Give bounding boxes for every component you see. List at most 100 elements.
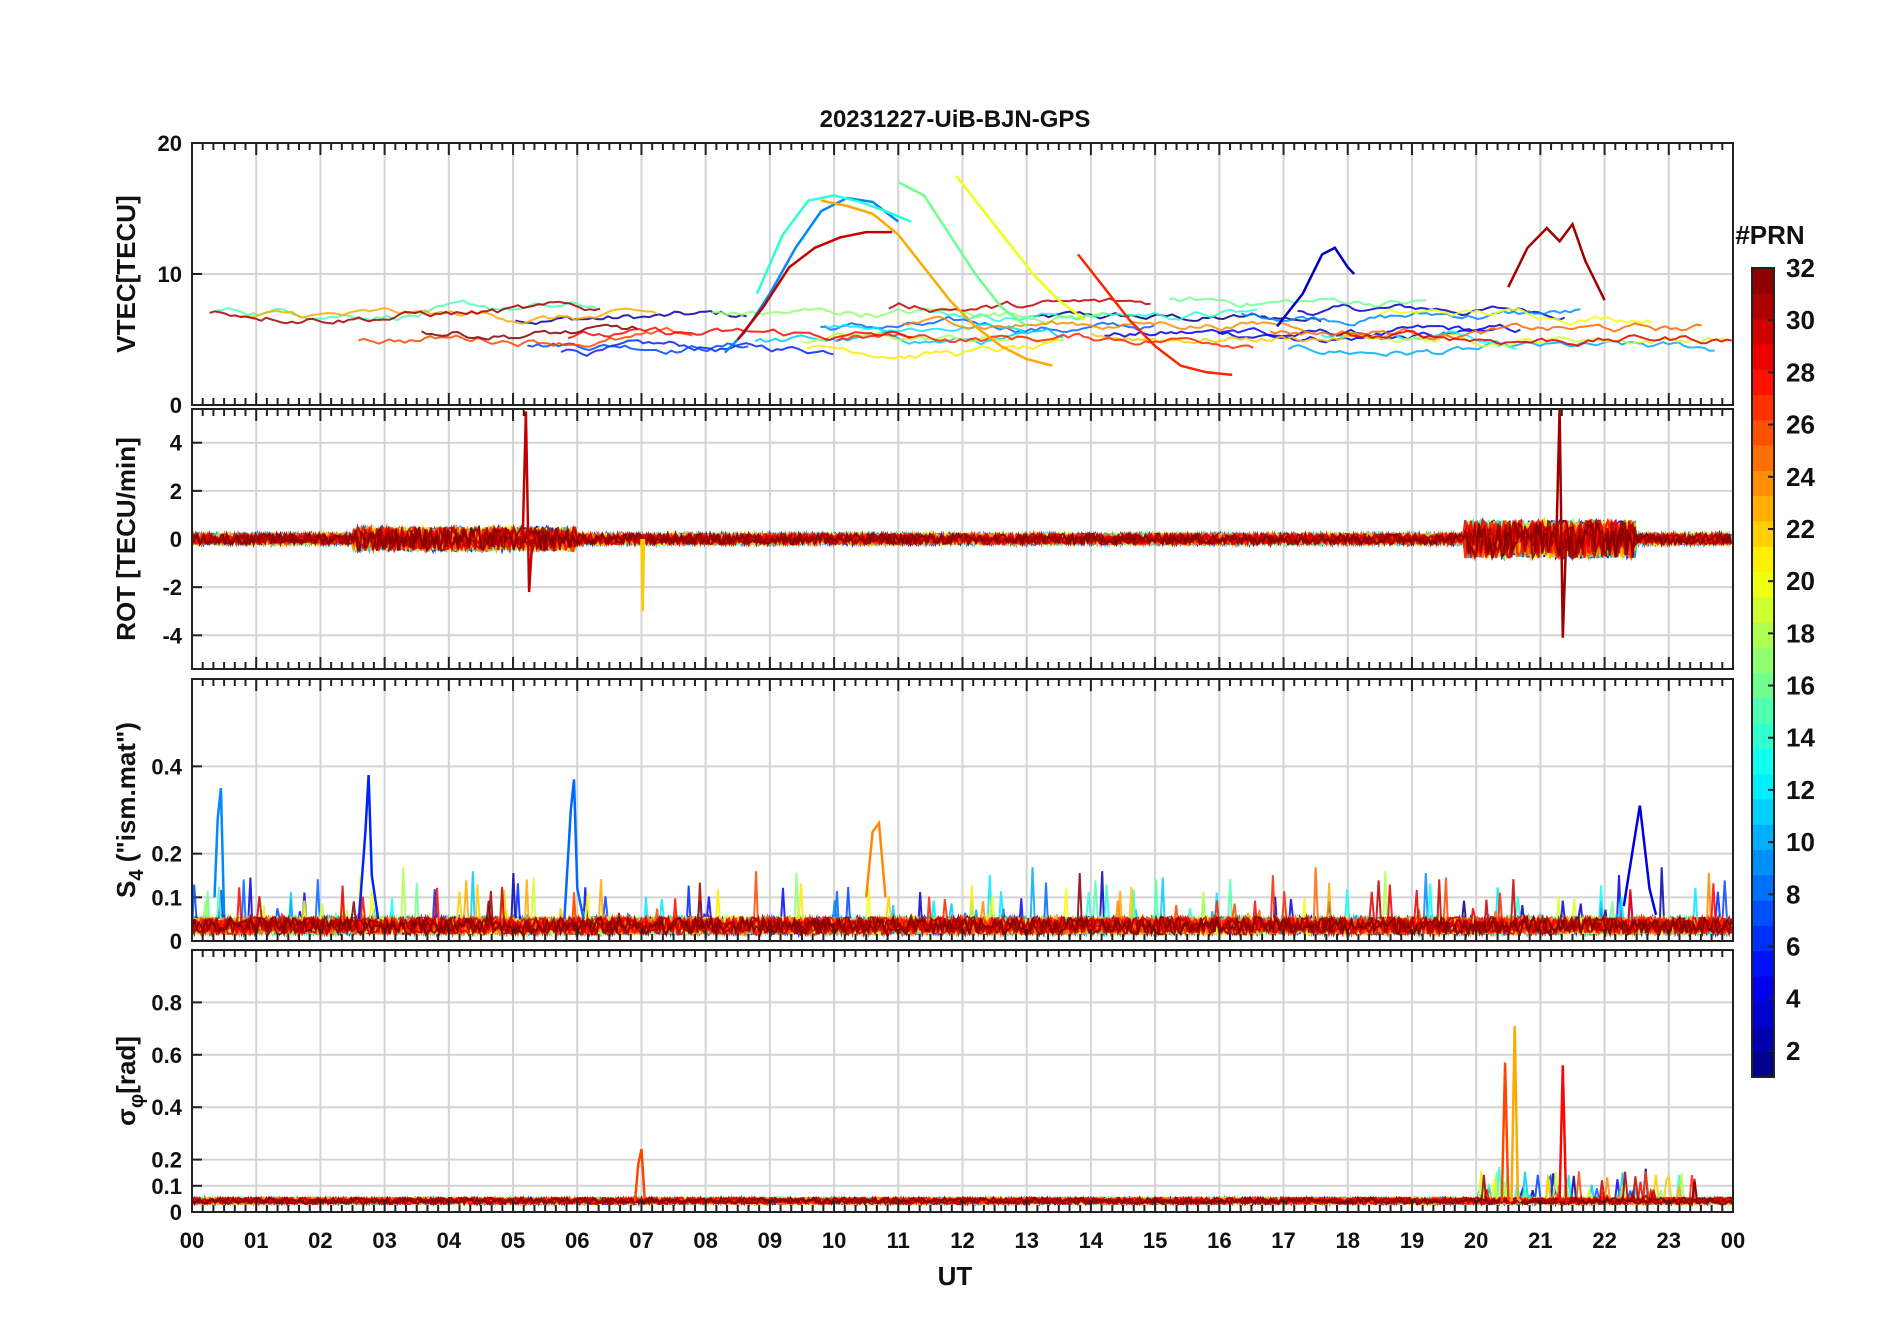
colorbar-tick-label: 22 <box>1786 514 1815 544</box>
colorbar-swatch <box>1752 723 1774 749</box>
vtec-series-prn-27 <box>1077 253 1233 377</box>
sigma-y-axis-label: σφ[rad] <box>111 1036 148 1126</box>
colorbar-swatch <box>1752 419 1774 446</box>
rot-y-tick-label: 4 <box>170 431 183 456</box>
sigma-y-tick-label: 0.6 <box>151 1043 182 1068</box>
vtec-series-prn-23 <box>820 199 1053 367</box>
vtec-y-tick-label: 20 <box>158 131 182 156</box>
x-tick-label: 11 <box>887 1228 910 1253</box>
vtec-trace-prn-25 <box>1269 322 1702 341</box>
s4-series-prn-6 <box>357 775 380 920</box>
chart-title: 20231227-UiB-BJN-GPS <box>820 106 1091 133</box>
x-tick-label: 13 <box>1014 1228 1038 1253</box>
x-tick-label: 00 <box>180 1228 204 1253</box>
sigma-series-prn-28 <box>1558 1065 1570 1203</box>
colorbar-swatch <box>1752 470 1774 497</box>
vtec-trace-prn-11 <box>754 327 1064 346</box>
x-tick-label: 16 <box>1207 1228 1231 1253</box>
vtec-trace-prn-9 <box>1240 308 1581 327</box>
vtec-panel: 0 10 20 VTEC[TECU] <box>111 131 1734 418</box>
vtec-trace-prn-28 <box>567 326 913 341</box>
colorbar-swatch <box>1752 798 1774 825</box>
rot-y-tick-label: -2 <box>162 575 182 600</box>
colorbar-swatch <box>1752 874 1774 901</box>
sigma-panel: 00.10.2 0.4 0.6 0.8σφ[rad] <box>111 949 1734 1225</box>
x-tick-label: 23 <box>1657 1228 1681 1253</box>
vtec-trace-prn-29 <box>1335 329 1732 348</box>
rot-series-group <box>192 409 1733 638</box>
colorbar-swatch <box>1752 318 1774 345</box>
x-tick-label: 08 <box>693 1228 717 1253</box>
colorbar-tick-label: 2 <box>1786 1036 1800 1066</box>
sigma-y-tick-label: 0.2 <box>151 1148 182 1173</box>
vtec-trace-prn-21 <box>806 338 1060 360</box>
colorbar-swatch <box>1752 950 1774 977</box>
x-tick-label: 02 <box>308 1228 332 1253</box>
vtec-series-prn-20 <box>955 175 1086 321</box>
s4-panel: 0 0.1 0.2 0.4S4 ("ism.mat") <box>111 678 1734 954</box>
vtec-trace-prn-32 <box>421 323 638 341</box>
rot-series-prn-22 <box>640 538 646 612</box>
sigma-y-tick-label: 0.4 <box>151 1095 182 1120</box>
sigma-series-prn-26 <box>1500 1062 1513 1203</box>
colorbar-tick-label: 24 <box>1786 462 1815 492</box>
colorbar-tick-label: 14 <box>1786 723 1815 753</box>
rot-trace-prn-32 <box>192 518 1733 562</box>
colorbar-swatch <box>1752 824 1774 851</box>
colorbar-tick-label: 4 <box>1786 984 1801 1014</box>
colorbar-tick-label: 26 <box>1786 410 1815 440</box>
vtec-trace-prn-24 <box>902 315 1309 334</box>
rot-series-prn-30 <box>521 411 534 593</box>
s4-y-axis-label: S4 ("ism.mat") <box>111 722 148 898</box>
colorbar-tick-label: 30 <box>1786 305 1815 335</box>
vtec-trace-prn-2 <box>515 309 747 326</box>
x-tick-label: 15 <box>1143 1228 1167 1253</box>
sigma-series-prn-26 <box>633 1148 646 1202</box>
colorbar-swatch <box>1752 748 1774 775</box>
colorbar-swatch <box>1752 444 1774 471</box>
colorbar-swatch <box>1752 697 1774 724</box>
colorbar-tick-label: 18 <box>1786 618 1815 648</box>
colorbar-swatch <box>1752 621 1774 648</box>
x-tick-label: 21 <box>1528 1228 1552 1253</box>
colorbar-swatch <box>1752 1001 1774 1028</box>
vtec-y-axis-label: VTEC[TECU] <box>111 195 141 352</box>
colorbar-swatch <box>1752 925 1774 952</box>
x-axis-label: UT <box>938 1261 973 1291</box>
sigma-y-tick-label: 0 <box>170 1200 182 1225</box>
rot-series-prn-31 <box>1555 409 1568 638</box>
colorbar-swatch <box>1752 647 1774 674</box>
vtec-trace-prn-26 <box>358 326 693 348</box>
vtec-trace-prn-4 <box>1104 323 1521 339</box>
x-tick-label: 07 <box>629 1228 653 1253</box>
x-tick-label: 18 <box>1336 1228 1360 1253</box>
colorbar-swatch <box>1752 495 1774 522</box>
s4-series-prn-9 <box>213 788 226 915</box>
vtec-series-prn-14 <box>755 194 912 295</box>
colorbar-tick-label: 20 <box>1786 566 1815 596</box>
x-tick-label: 22 <box>1592 1228 1616 1253</box>
vtec-trace-prn-17 <box>711 306 1108 324</box>
x-tick-label: 00 <box>1721 1228 1745 1253</box>
vtec-series-prn-16 <box>897 181 1028 328</box>
colorbar-swatch <box>1752 596 1774 623</box>
colorbar-swatch <box>1752 975 1774 1002</box>
colorbar-swatch <box>1752 268 1774 294</box>
colorbar-swatch <box>1752 520 1774 547</box>
vtec-trace-prn-5 <box>1217 327 1496 344</box>
vtec-series-prn-3 <box>1276 246 1356 328</box>
s4-series-prn-8 <box>563 779 585 920</box>
x-axis-tick-labels: 00 01 02 03 04 05 06 07 08 09 10 11 12 13 14 15 16 17 18 19… <box>180 1228 1745 1253</box>
rot-y-tick-label: 0 <box>170 527 182 552</box>
colorbar-swatch <box>1752 343 1774 370</box>
x-tick-label: 03 <box>372 1228 396 1253</box>
vtec-trace-prn-12 <box>823 323 1025 333</box>
rot-y-tick-label: -4 <box>162 623 182 648</box>
x-tick-label: 05 <box>501 1228 525 1253</box>
x-tick-label: 04 <box>437 1228 462 1253</box>
s4-y-tick-label: 0.2 <box>151 842 182 867</box>
vtec-trace-prn-31 <box>209 300 601 325</box>
colorbar-swatch <box>1752 773 1774 800</box>
